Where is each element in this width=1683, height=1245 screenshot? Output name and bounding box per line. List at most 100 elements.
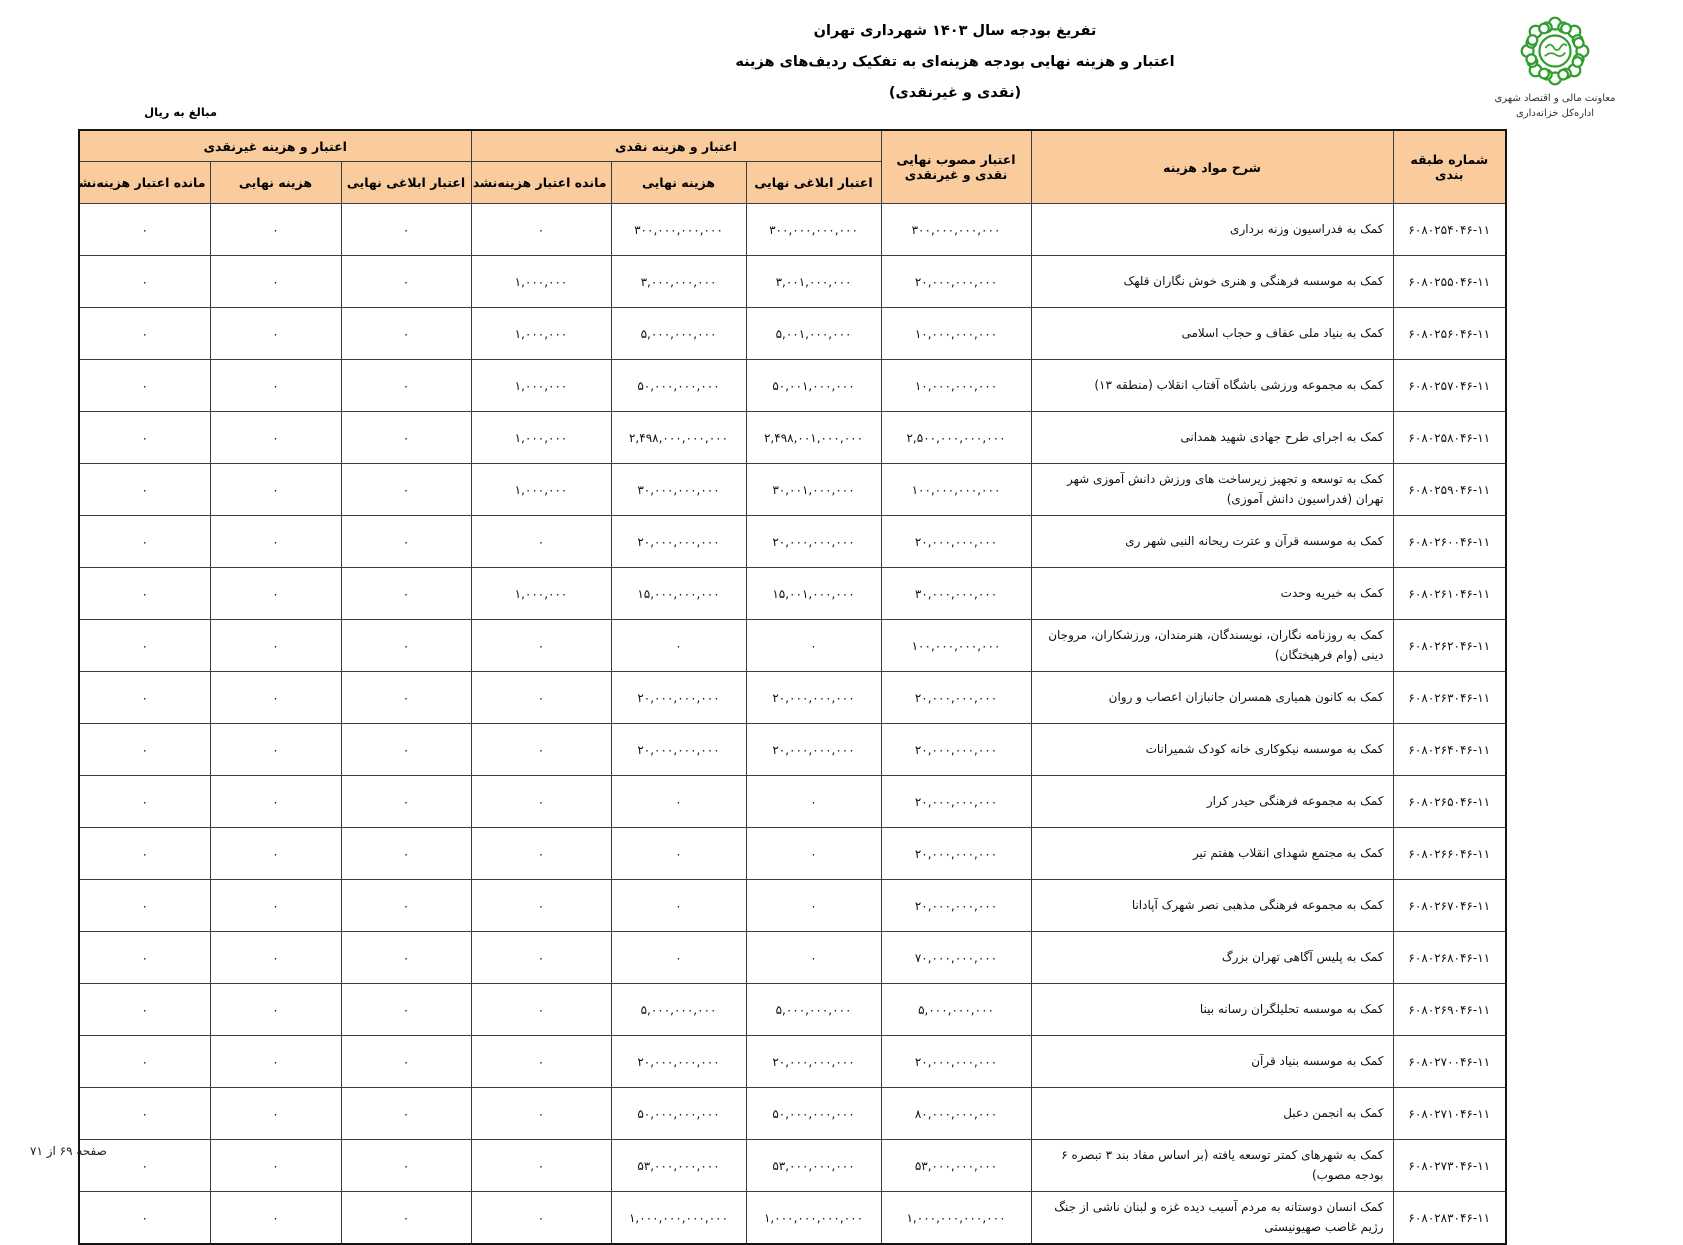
noncash-allocated-amount: ۰ bbox=[340, 723, 472, 776]
cash-expense-amount: ۰ bbox=[610, 775, 747, 828]
expense-description: کمک به خیریه وحدت bbox=[1030, 567, 1394, 620]
classification-number: ۶۰۸۰۲۵۶۰۴۶-۱۱ bbox=[1392, 307, 1507, 360]
noncash-expense-amount: ۰ bbox=[209, 1087, 342, 1140]
cash-allocated-amount: ۰ bbox=[745, 775, 882, 828]
expense-description: کمک به اجرای طرح جهادی شهید همدانی bbox=[1030, 411, 1394, 464]
noncash-remaining-amount: ۰ bbox=[78, 1139, 211, 1192]
cash-allocated-amount: ۵۳,۰۰۰,۰۰۰,۰۰۰ bbox=[745, 1139, 882, 1192]
classification-number: ۶۰۸۰۲۶۲۰۴۶-۱۱ bbox=[1392, 619, 1507, 672]
noncash-expense-amount: ۰ bbox=[209, 931, 342, 984]
table-body: ۶۰۸۰۲۵۴۰۴۶-۱۱ کمک به فدراسیون وزنه بردار… bbox=[78, 203, 1507, 1245]
cash-remaining-amount: ۰ bbox=[470, 203, 612, 256]
cash-allocated-amount: ۲۰,۰۰۰,۰۰۰,۰۰۰ bbox=[745, 723, 882, 776]
approved-total-amount: ۲,۵۰۰,۰۰۰,۰۰۰,۰۰۰ bbox=[880, 411, 1032, 464]
noncash-allocated-amount: ۰ bbox=[340, 931, 472, 984]
noncash-allocated-amount: ۰ bbox=[340, 1139, 472, 1192]
expense-description: کمک به روزنامه نگاران، نویسندگان، هنرمند… bbox=[1030, 619, 1394, 672]
noncash-expense-amount: ۰ bbox=[209, 463, 342, 516]
cash-allocated-amount: ۳۰,۰۰۱,۰۰۰,۰۰۰ bbox=[745, 463, 882, 516]
noncash-remaining-amount: ۰ bbox=[78, 255, 211, 308]
approved-total-amount: ۲۰,۰۰۰,۰۰۰,۰۰۰ bbox=[880, 827, 1032, 880]
tehran-municipality-logo-icon bbox=[1520, 16, 1590, 86]
noncash-remaining-amount: ۰ bbox=[78, 463, 211, 516]
cash-remaining-amount: ۰ bbox=[470, 879, 612, 932]
approved-total-amount: ۲۰,۰۰۰,۰۰۰,۰۰۰ bbox=[880, 879, 1032, 932]
noncash-expense-amount: ۰ bbox=[209, 515, 342, 568]
expense-description: کمک به پلیس آگاهی تهران بزرگ bbox=[1030, 931, 1394, 984]
cash-expense-amount: ۵۰,۰۰۰,۰۰۰,۰۰۰ bbox=[610, 1087, 747, 1140]
col-group-noncash: اعتبار و هزینه غیرنقدی bbox=[78, 129, 472, 162]
cash-allocated-amount: ۱۵,۰۰۱,۰۰۰,۰۰۰ bbox=[745, 567, 882, 620]
cash-expense-amount: ۲,۴۹۸,۰۰۰,۰۰۰,۰۰۰ bbox=[610, 411, 747, 464]
classification-number: ۶۰۸۰۲۶۷۰۴۶-۱۱ bbox=[1392, 879, 1507, 932]
cash-remaining-amount: ۰ bbox=[470, 983, 612, 1036]
cash-remaining-amount: ۰ bbox=[470, 1035, 612, 1088]
noncash-remaining-amount: ۰ bbox=[78, 359, 211, 412]
noncash-allocated-amount: ۰ bbox=[340, 879, 472, 932]
noncash-expense-amount: ۰ bbox=[209, 255, 342, 308]
classification-number: ۶۰۸۰۲۶۹۰۴۶-۱۱ bbox=[1392, 983, 1507, 1036]
noncash-remaining-amount: ۰ bbox=[78, 827, 211, 880]
noncash-allocated-amount: ۰ bbox=[340, 775, 472, 828]
expense-description: کمک به موسسه قرآن و عترت ریحانه النبی شه… bbox=[1030, 515, 1394, 568]
table-row: ۶۰۸۰۲۵۵۰۴۶-۱۱ کمک به موسسه فرهنگی و هنری… bbox=[78, 255, 1507, 308]
noncash-remaining-amount: ۰ bbox=[78, 1191, 211, 1245]
col-header-noncash-expense: هزینه نهایی bbox=[209, 161, 342, 204]
classification-number: ۶۰۸۰۲۶۴۰۴۶-۱۱ bbox=[1392, 723, 1507, 776]
cash-allocated-amount: ۲۰,۰۰۰,۰۰۰,۰۰۰ bbox=[745, 671, 882, 724]
classification-number: ۶۰۸۰۲۷۱۰۴۶-۱۱ bbox=[1392, 1087, 1507, 1140]
classification-number: ۶۰۸۰۲۶۵۰۴۶-۱۱ bbox=[1392, 775, 1507, 828]
cash-expense-amount: ۲۰,۰۰۰,۰۰۰,۰۰۰ bbox=[610, 1035, 747, 1088]
noncash-allocated-amount: ۰ bbox=[340, 203, 472, 256]
noncash-allocated-amount: ۰ bbox=[340, 515, 472, 568]
expense-description: کمک به موسسه بنیاد قرآن bbox=[1030, 1035, 1394, 1088]
expense-description: کمک به شهرهای کمتر توسعه یافته (بر اساس … bbox=[1030, 1139, 1394, 1192]
col-header-noncash-allocated: اعتبار ابلاغی نهایی bbox=[340, 161, 472, 204]
cash-remaining-amount: ۰ bbox=[470, 723, 612, 776]
cash-expense-amount: ۵۰,۰۰۰,۰۰۰,۰۰۰ bbox=[610, 359, 747, 412]
classification-number: ۶۰۸۰۲۷۳۰۴۶-۱۱ bbox=[1392, 1139, 1507, 1192]
cash-expense-amount: ۵,۰۰۰,۰۰۰,۰۰۰ bbox=[610, 983, 747, 1036]
noncash-allocated-amount: ۰ bbox=[340, 411, 472, 464]
noncash-allocated-amount: ۰ bbox=[340, 463, 472, 516]
table-row: ۶۰۸۰۲۶۳۰۴۶-۱۱ کمک به کانون همیاری همسران… bbox=[78, 671, 1507, 724]
logo-caption-line2: اداره‌کل خزانه‌داری bbox=[1515, 108, 1595, 119]
noncash-remaining-amount: ۰ bbox=[78, 671, 211, 724]
cash-remaining-amount: ۰ bbox=[470, 1087, 612, 1140]
approved-total-amount: ۳۰,۰۰۰,۰۰۰,۰۰۰ bbox=[880, 567, 1032, 620]
noncash-allocated-amount: ۰ bbox=[340, 619, 472, 672]
cash-allocated-amount: ۰ bbox=[745, 827, 882, 880]
noncash-expense-amount: ۰ bbox=[209, 307, 342, 360]
noncash-remaining-amount: ۰ bbox=[78, 775, 211, 828]
classification-number: ۶۰۸۰۲۷۰۰۴۶-۱۱ bbox=[1392, 1035, 1507, 1088]
col-header-classification: شماره طبقه بندی bbox=[1392, 129, 1507, 204]
cash-expense-amount: ۱۵,۰۰۰,۰۰۰,۰۰۰ bbox=[610, 567, 747, 620]
report-title-line2: اعتبار و هزینه نهایی بودجه هزینه‌ای به ت… bbox=[735, 54, 1175, 70]
noncash-expense-amount: ۰ bbox=[209, 983, 342, 1036]
cash-expense-amount: ۲۰,۰۰۰,۰۰۰,۰۰۰ bbox=[610, 515, 747, 568]
cash-expense-amount: ۰ bbox=[610, 879, 747, 932]
noncash-remaining-amount: ۰ bbox=[78, 515, 211, 568]
cash-allocated-amount: ۵۰,۰۰۱,۰۰۰,۰۰۰ bbox=[745, 359, 882, 412]
noncash-allocated-amount: ۰ bbox=[340, 1035, 472, 1088]
noncash-expense-amount: ۰ bbox=[209, 723, 342, 776]
cash-allocated-amount: ۲۰,۰۰۰,۰۰۰,۰۰۰ bbox=[745, 1035, 882, 1088]
expense-description: کمک به موسسه فرهنگی و هنری خوش نگاران قل… bbox=[1030, 255, 1394, 308]
cash-expense-amount: ۳,۰۰۰,۰۰۰,۰۰۰ bbox=[610, 255, 747, 308]
cash-remaining-amount: ۰ bbox=[470, 1191, 612, 1245]
cash-allocated-amount: ۰ bbox=[745, 879, 882, 932]
cash-expense-amount: ۲۰,۰۰۰,۰۰۰,۰۰۰ bbox=[610, 723, 747, 776]
cash-remaining-amount: ۰ bbox=[470, 1139, 612, 1192]
approved-total-amount: ۳۰۰,۰۰۰,۰۰۰,۰۰۰ bbox=[880, 203, 1032, 256]
noncash-allocated-amount: ۰ bbox=[340, 255, 472, 308]
classification-number: ۶۰۸۰۲۵۴۰۴۶-۱۱ bbox=[1392, 203, 1507, 256]
noncash-allocated-amount: ۰ bbox=[340, 983, 472, 1036]
classification-number: ۶۰۸۰۲۶۰۰۴۶-۱۱ bbox=[1392, 515, 1507, 568]
cash-allocated-amount: ۳,۰۰۱,۰۰۰,۰۰۰ bbox=[745, 255, 882, 308]
cash-remaining-amount: ۱,۰۰۰,۰۰۰ bbox=[470, 463, 612, 516]
col-header-noncash-remaining: مانده اعتبار هزینه‌نشده bbox=[78, 161, 211, 204]
expense-description: کمک به موسسه نیکوکاری خانه کودک شمیرانات bbox=[1030, 723, 1394, 776]
noncash-remaining-amount: ۰ bbox=[78, 931, 211, 984]
approved-total-amount: ۲۰,۰۰۰,۰۰۰,۰۰۰ bbox=[880, 255, 1032, 308]
table-row: ۶۰۸۰۲۵۸۰۴۶-۱۱ کمک به اجرای طرح جهادی شهی… bbox=[78, 411, 1507, 464]
